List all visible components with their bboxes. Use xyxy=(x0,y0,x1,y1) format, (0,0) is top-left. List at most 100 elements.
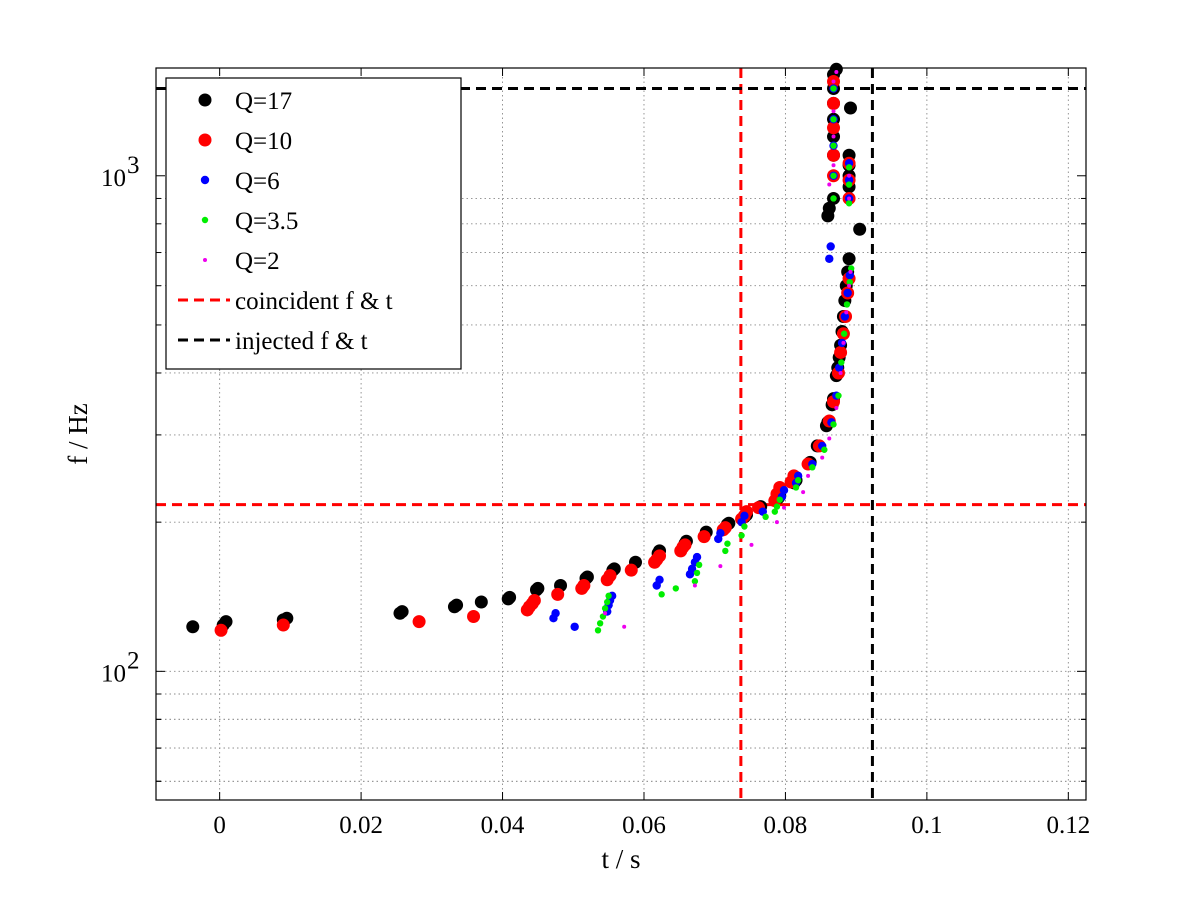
legend-label: Q=2 xyxy=(235,248,280,275)
data-point xyxy=(762,513,769,521)
data-point xyxy=(622,624,627,629)
data-point xyxy=(722,547,729,555)
data-point xyxy=(843,288,852,298)
data-point xyxy=(840,312,850,321)
data-point xyxy=(695,561,703,569)
data-point xyxy=(831,134,836,139)
data-point xyxy=(276,618,290,632)
data-point xyxy=(692,552,702,562)
data-point xyxy=(821,446,828,453)
data-point xyxy=(450,598,464,612)
legend-label: coincident f & t xyxy=(235,288,393,315)
data-point xyxy=(605,592,612,600)
data-point xyxy=(601,605,609,612)
x-tick-label: 0.08 xyxy=(764,812,808,839)
data-point xyxy=(624,563,638,577)
data-point xyxy=(844,310,849,315)
data-point xyxy=(186,620,200,634)
data-point xyxy=(830,142,837,149)
data-point xyxy=(806,473,811,478)
legend: Q=17 Q=10 Q=6 Q=3.5 Q=2 coincident f & t injec… xyxy=(165,77,462,370)
x-tick-label: 0.02 xyxy=(339,812,383,839)
data-point xyxy=(840,330,848,337)
legend-label: injected f & t xyxy=(235,328,368,355)
data-point xyxy=(794,477,802,484)
data-point xyxy=(603,611,608,616)
data-point xyxy=(830,195,837,202)
data-point xyxy=(822,201,836,215)
data-point xyxy=(653,549,667,563)
data-point xyxy=(672,585,680,592)
data-point xyxy=(792,484,800,491)
data-point xyxy=(847,173,852,178)
data-point xyxy=(830,421,837,428)
data-point xyxy=(527,593,541,607)
data-point xyxy=(827,96,841,110)
data-point xyxy=(845,181,853,188)
data-point xyxy=(655,575,664,585)
data-point xyxy=(838,359,845,366)
data-point xyxy=(503,590,517,604)
x-tick-label: 0.06 xyxy=(622,812,666,839)
data-point xyxy=(834,69,839,74)
data-point xyxy=(687,564,697,574)
data-point xyxy=(827,121,841,135)
data-point xyxy=(749,542,754,547)
data-point xyxy=(843,101,857,115)
data-point xyxy=(678,538,692,552)
data-point xyxy=(830,116,837,123)
data-point xyxy=(827,182,832,187)
data-point xyxy=(831,79,836,84)
data-point xyxy=(827,148,841,162)
y-tick-label-exponent: 2 xyxy=(127,647,140,674)
data-point xyxy=(826,242,835,251)
data-point xyxy=(774,520,779,525)
legend-box xyxy=(165,77,462,370)
data-point xyxy=(594,627,602,634)
series-q-2 xyxy=(603,69,853,629)
data-point xyxy=(846,278,853,286)
data-point xyxy=(782,505,787,510)
legend-marker xyxy=(203,258,207,262)
data-point xyxy=(847,196,852,201)
reference-lines xyxy=(156,68,1086,800)
data-point xyxy=(779,486,789,495)
data-point xyxy=(658,591,665,598)
data-point xyxy=(596,620,604,627)
data-point xyxy=(776,496,783,503)
data-point xyxy=(831,109,836,114)
data-point xyxy=(835,392,842,399)
data-point xyxy=(718,564,723,569)
legend-label: Q=10 xyxy=(235,128,292,155)
data-point xyxy=(829,62,843,76)
data-point xyxy=(531,581,545,595)
data-points xyxy=(186,62,867,637)
data-point xyxy=(845,200,853,207)
y-tick-label: 10 xyxy=(101,165,126,192)
data-point xyxy=(740,511,749,520)
data-point xyxy=(847,283,852,288)
data-point xyxy=(474,595,488,609)
data-point xyxy=(738,532,745,539)
data-point xyxy=(809,464,816,471)
y-tick-label-exponent: 3 xyxy=(127,152,140,179)
data-point xyxy=(716,528,725,538)
data-point xyxy=(845,164,853,171)
data-point xyxy=(838,370,843,375)
data-point xyxy=(551,609,560,618)
series-q-3-5 xyxy=(594,85,855,634)
x-axis-label: t / s xyxy=(601,844,640,874)
data-point xyxy=(834,345,848,359)
data-point xyxy=(771,508,779,515)
data-point xyxy=(834,405,839,410)
data-point xyxy=(830,172,837,179)
data-point xyxy=(842,252,856,266)
legend-marker xyxy=(201,216,209,224)
data-point xyxy=(693,569,701,577)
data-point xyxy=(214,623,228,637)
grid xyxy=(156,68,1086,800)
data-point xyxy=(570,622,579,631)
legend-marker xyxy=(200,175,210,185)
